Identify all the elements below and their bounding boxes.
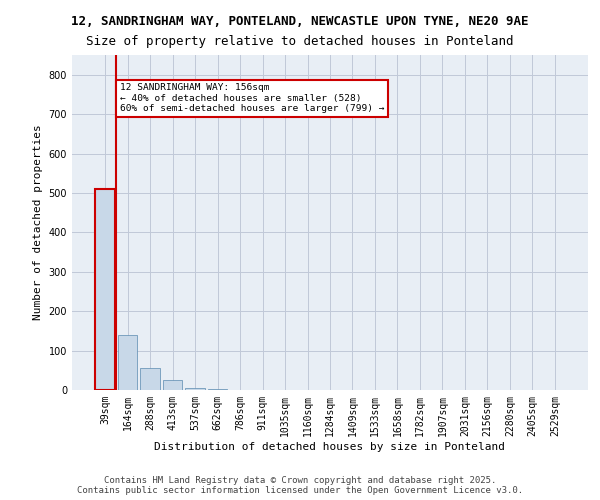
- Text: Contains HM Land Registry data © Crown copyright and database right 2025.
Contai: Contains HM Land Registry data © Crown c…: [77, 476, 523, 495]
- Y-axis label: Number of detached properties: Number of detached properties: [33, 124, 43, 320]
- Text: 12, SANDRINGHAM WAY, PONTELAND, NEWCASTLE UPON TYNE, NE20 9AE: 12, SANDRINGHAM WAY, PONTELAND, NEWCASTL…: [71, 15, 529, 28]
- Bar: [163, 380, 182, 390]
- X-axis label: Distribution of detached houses by size in Ponteland: Distribution of detached houses by size …: [155, 442, 505, 452]
- Bar: [118, 335, 137, 390]
- Bar: [208, 389, 227, 390]
- Bar: [95, 189, 115, 390]
- Bar: [185, 388, 205, 390]
- Text: 12 SANDRINGHAM WAY: 156sqm
← 40% of detached houses are smaller (528)
60% of sem: 12 SANDRINGHAM WAY: 156sqm ← 40% of deta…: [119, 84, 384, 114]
- Text: Size of property relative to detached houses in Ponteland: Size of property relative to detached ho…: [86, 35, 514, 48]
- Bar: [140, 368, 160, 390]
